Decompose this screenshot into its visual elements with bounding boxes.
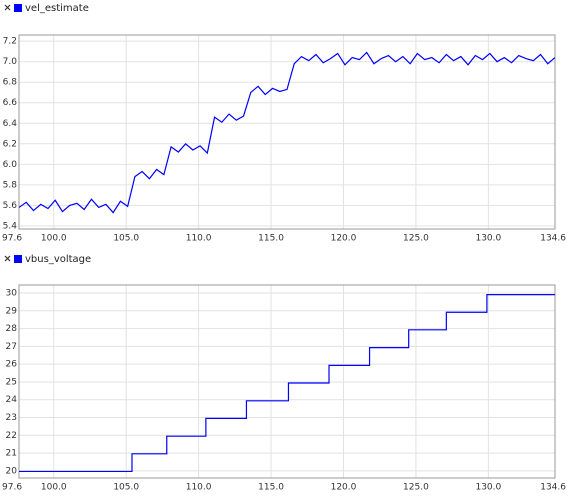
y-tick-label: 20 (6, 466, 18, 476)
x-tick-label: 125.0 (403, 234, 429, 244)
y-tick-label: 7.0 (3, 57, 18, 67)
x-tick-label: 100.0 (41, 234, 67, 244)
legend-swatch (14, 4, 22, 12)
plot-border (18, 34, 556, 230)
y-tick-label: 6.6 (3, 98, 18, 108)
y-tick-label: 5.6 (3, 201, 18, 211)
plot-border (18, 284, 556, 479)
x-tick-label: 105.0 (113, 483, 139, 493)
x-tick-label: 105.0 (113, 234, 139, 244)
x-tick-label: 115.0 (258, 234, 284, 244)
close-icon[interactable] (4, 4, 11, 11)
legend-swatch (14, 255, 22, 263)
legend-label: vel_estimate (25, 3, 89, 14)
y-tick-label: 5.4 (3, 221, 18, 231)
data-line (18, 51, 556, 214)
y-tick-label: 6.0 (3, 160, 18, 170)
data-line (19, 294, 555, 473)
y-tick-label: 6.8 (3, 78, 18, 88)
x-tick-label: 130.0 (475, 483, 501, 493)
x-tick-label: 134.6 (540, 234, 566, 244)
y-tick-label: 24 (6, 395, 18, 405)
y-tick-label: 5.8 (3, 180, 18, 190)
x-tick-label: 110.0 (186, 483, 212, 493)
x-tick-label: 97.6 (2, 483, 22, 493)
y-tick-label: 7.2 (3, 37, 17, 47)
y-tick-label: 29 (6, 306, 18, 316)
y-tick-label: 6.2 (3, 139, 17, 149)
y-tick-label: 28 (6, 324, 18, 334)
y-tick-label: 21 (6, 449, 17, 459)
y-tick-label: 26 (6, 360, 18, 370)
y-tick-label: 27 (6, 342, 17, 352)
x-tick-label: 120.0 (331, 234, 357, 244)
x-tick-label: 125.0 (403, 483, 429, 493)
y-tick-label: 30 (6, 289, 18, 299)
x-tick-label: 100.0 (41, 483, 67, 493)
x-tick-label: 130.0 (475, 234, 501, 244)
y-tick-label: 25 (6, 377, 17, 387)
legend-label: vbus_voltage (25, 254, 91, 265)
y-tick-label: 23 (6, 413, 17, 423)
x-tick-label: 115.0 (258, 483, 284, 493)
close-icon[interactable] (4, 255, 11, 262)
x-tick-label: 110.0 (186, 234, 212, 244)
y-tick-label: 6.4 (3, 119, 18, 129)
x-tick-label: 97.6 (2, 234, 22, 244)
y-tick-label: 22 (6, 431, 17, 441)
x-tick-label: 134.6 (540, 483, 566, 493)
x-tick-label: 120.0 (331, 483, 357, 493)
